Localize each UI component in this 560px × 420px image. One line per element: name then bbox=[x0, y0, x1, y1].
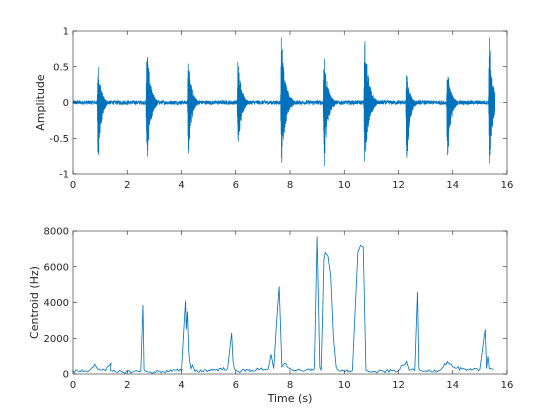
centroid-ytick-label: 6000 bbox=[44, 262, 69, 273]
centroid-trace bbox=[72, 236, 494, 375]
amplitude-xtick-label: 4 bbox=[178, 180, 184, 191]
centroid-xtick-label: 2 bbox=[124, 380, 130, 391]
centroid-ytick-label: 8000 bbox=[44, 227, 69, 238]
centroid-ylabel: Centroid (Hz) bbox=[28, 266, 41, 339]
centroid-xtick-label: 8 bbox=[287, 380, 293, 391]
centroid-ytick-label: 2000 bbox=[44, 334, 69, 345]
amplitude-xtick-label: 12 bbox=[392, 180, 405, 191]
amplitude-xtick-label: 6 bbox=[233, 180, 239, 191]
amplitude-ytick-label: -1 bbox=[59, 170, 69, 181]
centroid-xtick-label: 0 bbox=[70, 380, 76, 391]
amplitude-xtick-label: 0 bbox=[70, 180, 76, 191]
centroid-xtick-label: 6 bbox=[233, 380, 239, 391]
centroid-xtick-label: 4 bbox=[178, 380, 184, 391]
amplitude-xtick-label: 2 bbox=[124, 180, 130, 191]
centroid-xtick-label: 12 bbox=[392, 380, 405, 391]
amplitude-ytick-label: 0 bbox=[63, 98, 69, 109]
amplitude-trace bbox=[72, 37, 496, 167]
amplitude-xtick-label: 16 bbox=[501, 180, 514, 191]
centroid-xlabel: Time (s) bbox=[267, 392, 313, 405]
centroid-plot-area bbox=[73, 231, 507, 374]
amplitude-xtick-label: 10 bbox=[338, 180, 351, 191]
centroid-ytick-label: 4000 bbox=[44, 298, 69, 309]
amplitude-ytick-label: 1 bbox=[63, 27, 69, 38]
centroid-ytick-label: 0 bbox=[63, 370, 69, 381]
amplitude-ticks: 0 2 4 6 8 10 12 14 16 -1 -0.5 0 0.5 1 bbox=[49, 27, 513, 192]
amplitude-panel: 0 2 4 6 8 10 12 14 16 -1 -0.5 0 0.5 1 Amplitude bbox=[34, 27, 513, 192]
amplitude-ytick-label: 0.5 bbox=[53, 62, 69, 73]
centroid-xtick-label: 10 bbox=[338, 380, 351, 391]
amplitude-series bbox=[72, 37, 496, 167]
amplitude-ytick-label: -0.5 bbox=[49, 134, 69, 145]
centroid-series bbox=[72, 236, 494, 375]
centroid-xtick-label: 16 bbox=[501, 380, 514, 391]
centroid-xtick-label: 14 bbox=[446, 380, 459, 391]
centroid-ticks: 0 2 4 6 8 10 12 14 16 0 2000 4000 6000 8000 bbox=[44, 227, 514, 392]
amplitude-ylabel: Amplitude bbox=[34, 74, 47, 131]
amplitude-xtick-label: 8 bbox=[287, 180, 293, 191]
amplitude-xtick-label: 14 bbox=[446, 180, 459, 191]
